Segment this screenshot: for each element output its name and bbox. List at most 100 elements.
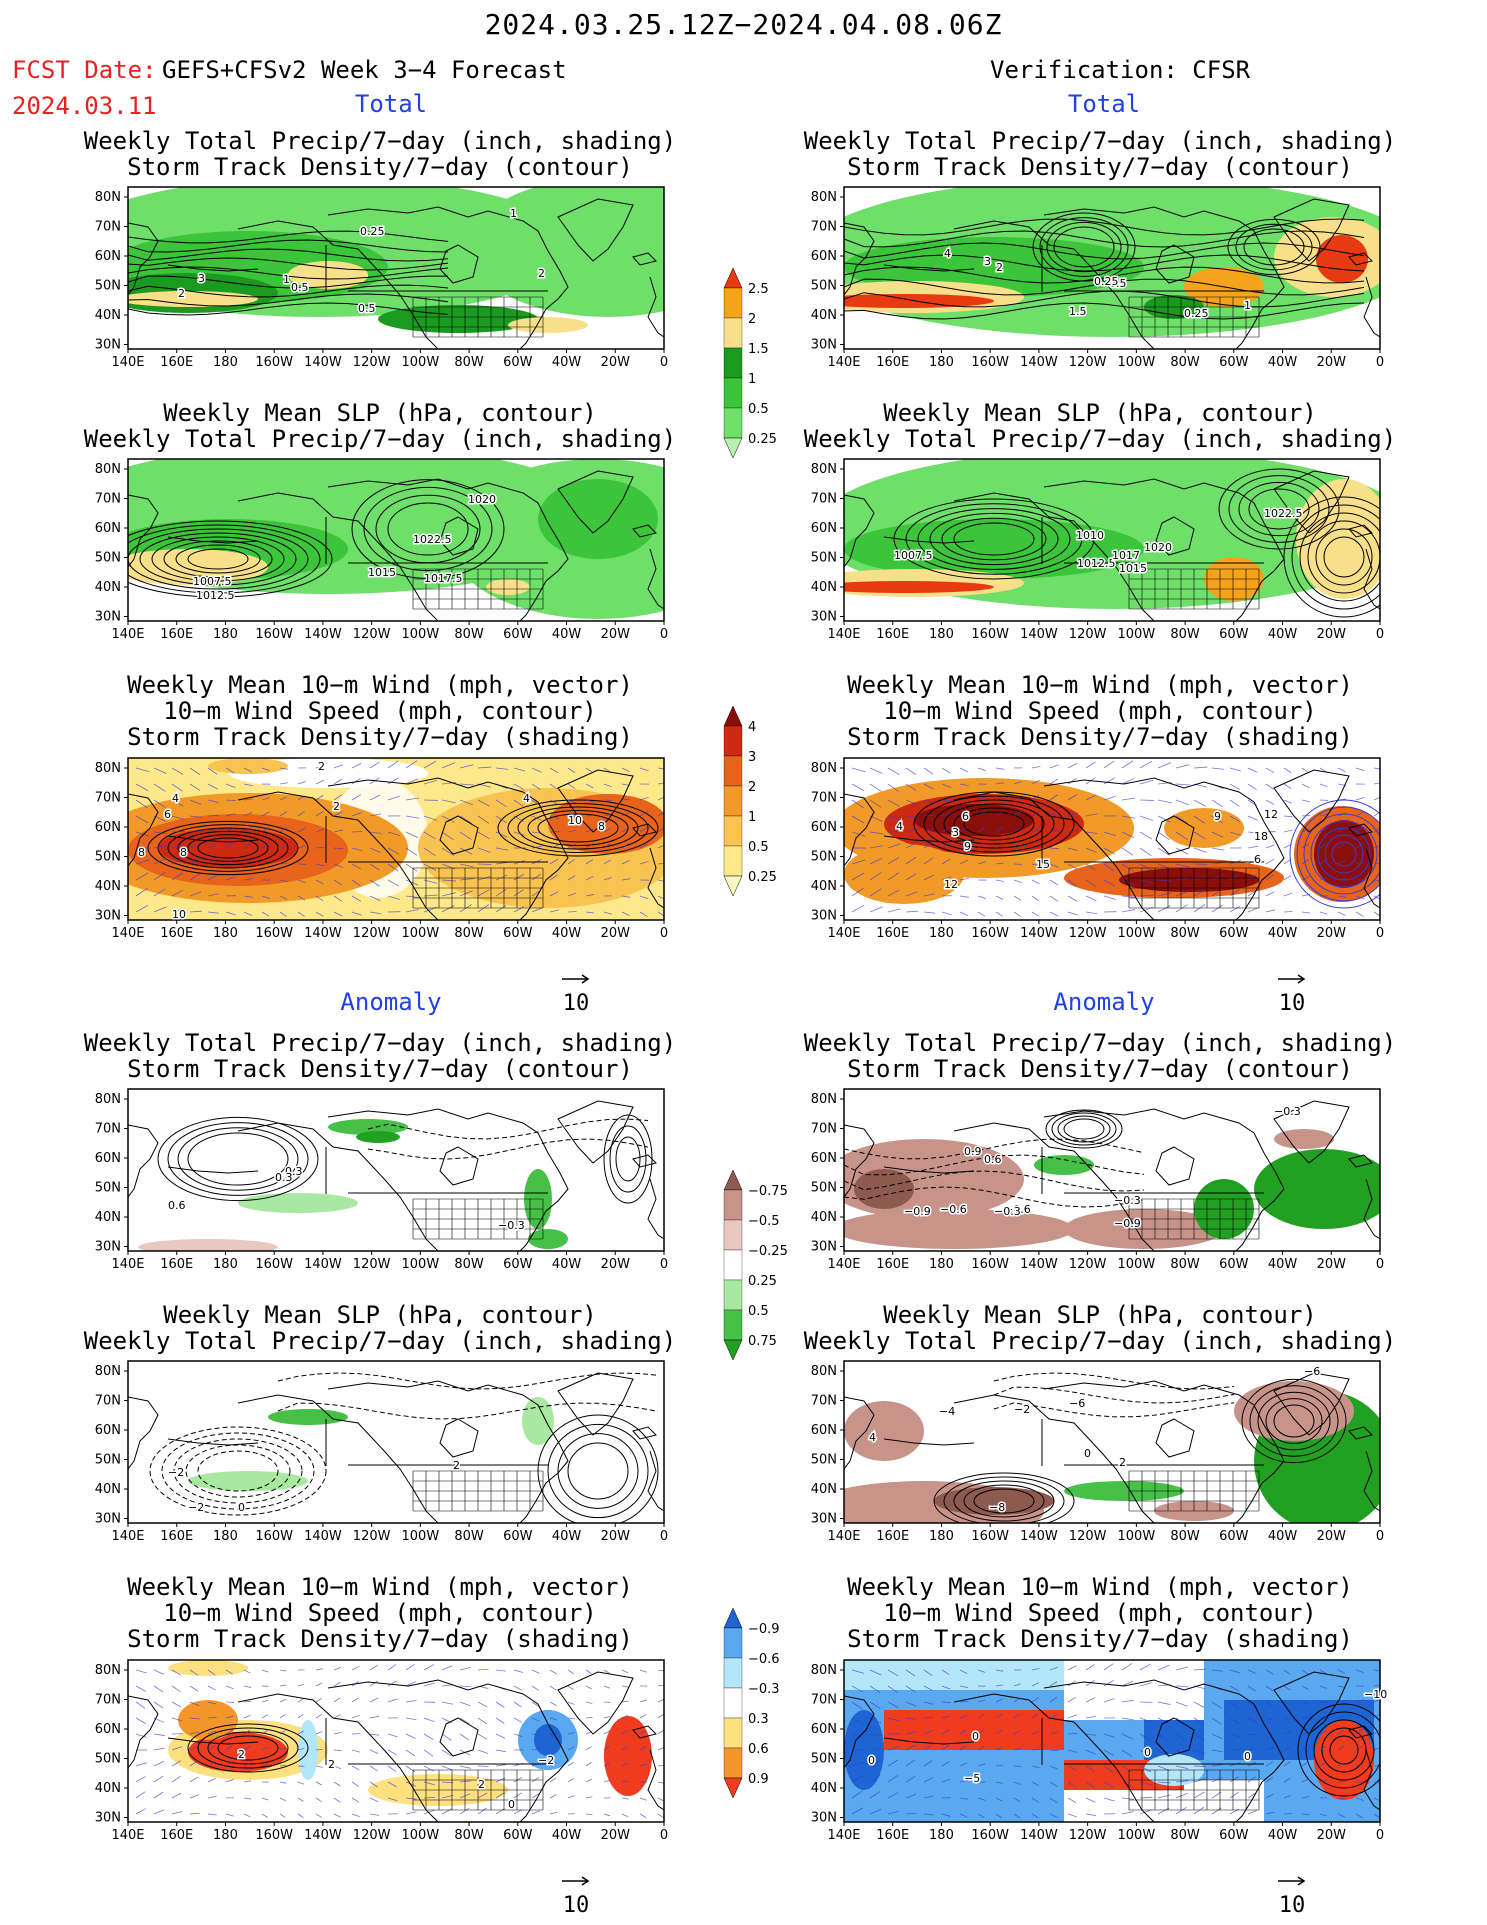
wind-vector [1229,1685,1240,1692]
wind-vector [1373,1781,1380,1784]
wind-vector [995,796,1004,801]
coastlines [844,1372,1380,1523]
wind-vector [995,827,1003,833]
wind-vector [1049,811,1059,817]
wind-vector [1085,847,1097,853]
wind-vector [387,1680,397,1687]
wind-vector [905,856,917,865]
contour-label: −0.3 [498,1219,525,1232]
latitude-tick-label: 70N [811,1693,837,1708]
latitude-tick-label: 80N [95,761,121,776]
wind-vector [1247,907,1258,913]
wind-vector [657,845,664,849]
wind-vector [1247,845,1259,849]
contour-line [157,1116,319,1202]
contour-line [844,266,1365,284]
contour-line [923,795,1065,853]
wind-vector [207,874,218,881]
wind-vector [423,863,437,871]
coastline [128,222,159,296]
wind-vector [459,878,474,881]
wind-vector [1157,1781,1171,1784]
wind-vector [977,1713,985,1719]
wind-vector [315,1714,323,1719]
wind-vector [189,799,202,805]
wind-vector [905,891,918,897]
wind-vector [153,767,167,774]
longitude-tick-label: 0 [1376,1828,1384,1843]
wind-vector [1211,1764,1224,1767]
wind-vector [189,1669,199,1676]
wind-vector [1247,831,1259,834]
wind-vector [405,1681,416,1687]
contour-line [1303,813,1380,895]
longitude-tick-label: 40W [1268,627,1298,642]
contour-line [277,1372,659,1390]
wind-vector [567,843,576,849]
wind-vector [1265,891,1275,897]
wind-vector [1157,1733,1169,1742]
coastline [883,835,975,843]
longitude-tick-label: 160W [971,627,1009,642]
wind-vector [279,1698,287,1703]
longitude-tick-label: 140W [304,1529,342,1544]
longitude-tick-label: 140E [111,627,144,642]
wind-vector [1103,1698,1115,1703]
wind-vector [657,1764,664,1767]
longitude-tick-label: 140W [1020,926,1058,941]
wind-vector [887,815,901,820]
wind-vector [1103,777,1115,785]
wind-vector [1157,892,1172,897]
wind-vector [1049,863,1059,868]
wind-vector [423,831,437,840]
wind-vector [477,766,492,769]
map-frame [127,186,665,350]
wind-vector [869,1733,883,1737]
wind-vector [1103,795,1116,801]
wind-vector [441,1765,453,1771]
vector-key-anomaly-right: 10 [1276,1868,1308,1918]
wind-vector [1103,1781,1114,1788]
wind-vector [477,889,490,897]
latitude-tick-label: 30N [95,909,121,924]
contour-line [1057,1115,1111,1143]
wind-vector [225,767,235,774]
longitude-tick-label: 140E [111,355,144,370]
longitude-tick-label: 0 [1376,627,1384,642]
wind-vector [243,1745,251,1751]
wind-vector [1049,1749,1059,1752]
contour-line [128,528,309,590]
wind-vector [261,1699,269,1703]
wind-vector [207,1777,216,1783]
wind-vector [279,1797,286,1802]
wind-vector [279,879,288,882]
wind-vector [405,863,418,872]
wind-vector [1157,905,1171,913]
coastline [557,470,634,534]
latitude-tick-label: 50N [811,1181,837,1196]
colorbar-segment [723,317,743,349]
wind-vector [1121,1699,1134,1703]
wind-vector [977,1797,986,1801]
wind-vector [1319,911,1328,915]
wind-vector [1121,1663,1133,1671]
longitude-tick-label: 80W [454,926,484,941]
longitude-tick-label: 120W [1069,1257,1107,1272]
latitude-tick-label: 40N [95,308,121,323]
longitude-tick-label: 40W [1268,1529,1298,1544]
wind-vector [243,878,253,881]
contour-line [187,1132,289,1186]
wind-vector [1301,799,1310,803]
wind-vector [639,1763,647,1767]
latitude-tick-label: 70N [95,1693,121,1708]
wind-vector [1049,1813,1058,1819]
coastline [844,1695,875,1769]
wind-vector [279,782,288,785]
latitude-tick-label: 60N [95,521,121,536]
wind-vector [851,815,865,824]
wind-vector [189,1776,199,1783]
wind-vector [279,1764,287,1767]
wind-vector [567,799,577,804]
wind-vector [1265,909,1276,913]
contour-label: 0 [1144,1746,1151,1759]
